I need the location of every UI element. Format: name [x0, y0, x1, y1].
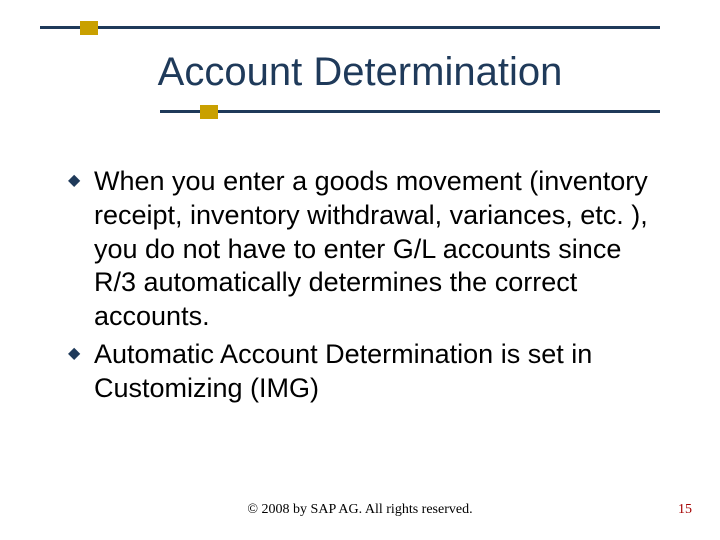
bullet-text: When you enter a goods movement (invento…: [94, 165, 660, 334]
diamond-bullet-icon: ◆: [68, 173, 84, 189]
diamond-bullet-icon: ◆: [68, 346, 84, 362]
body-content: ◆ When you enter a goods movement (inven…: [68, 165, 660, 409]
bullet-text: Automatic Account Determination is set i…: [94, 338, 660, 406]
bullet-item: ◆ Automatic Account Determination is set…: [68, 338, 660, 406]
title-rule: [160, 110, 660, 113]
title-accent-square: [200, 105, 218, 119]
bullet-item: ◆ When you enter a goods movement (inven…: [68, 165, 660, 334]
slide-title: Account Determination: [0, 50, 720, 95]
slide: Account Determination ◆ When you enter a…: [0, 0, 720, 540]
top-accent-square: [80, 21, 98, 35]
page-number: 15: [678, 502, 692, 518]
top-rule: [40, 26, 660, 29]
footer-copyright: © 2008 by SAP AG. All rights reserved.: [0, 502, 720, 518]
